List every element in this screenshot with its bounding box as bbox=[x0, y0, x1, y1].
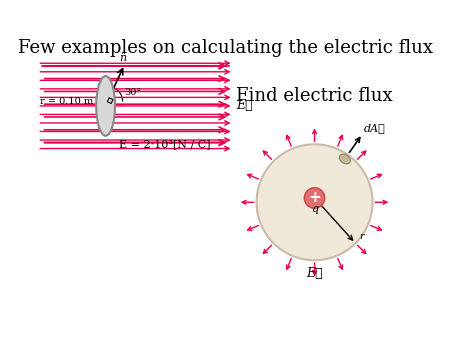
Text: E⃗: E⃗ bbox=[306, 267, 323, 280]
Text: E⃗: E⃗ bbox=[236, 99, 253, 113]
Ellipse shape bbox=[96, 76, 115, 136]
Text: n̂: n̂ bbox=[119, 53, 126, 63]
Text: r: r bbox=[360, 232, 364, 241]
Text: dA⃗: dA⃗ bbox=[364, 123, 386, 133]
Text: 30°: 30° bbox=[124, 88, 141, 97]
Text: q: q bbox=[311, 204, 318, 215]
Ellipse shape bbox=[256, 144, 373, 260]
Ellipse shape bbox=[304, 188, 325, 208]
Text: r = 0.10 m: r = 0.10 m bbox=[40, 97, 93, 106]
Text: Few examples on calculating the electric flux: Few examples on calculating the electric… bbox=[18, 39, 432, 56]
Ellipse shape bbox=[339, 154, 351, 164]
Text: +: + bbox=[308, 191, 321, 206]
Text: E = 2·10³[N / C]: E = 2·10³[N / C] bbox=[120, 139, 211, 149]
Text: Find electric flux: Find electric flux bbox=[236, 87, 393, 105]
